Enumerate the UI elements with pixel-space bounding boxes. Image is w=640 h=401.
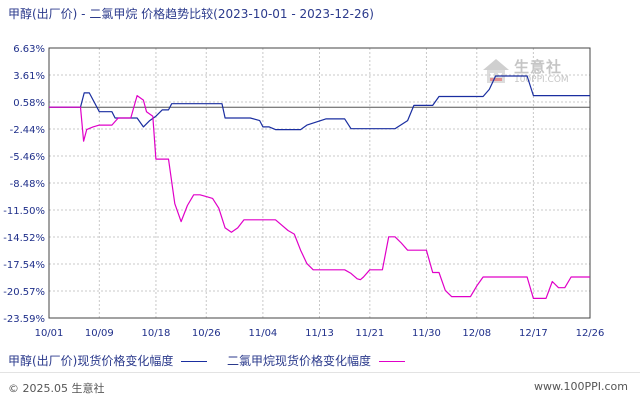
axis-layer [48,47,591,319]
chart-title: 甲醇(出厂价) - 二氯甲烷 价格趋势比较(2023-10-01 - 2023-… [8,7,374,21]
y-tick-label: 0.58% [13,98,45,109]
watermark-text: 生意社 [514,58,563,76]
y-tick-label: -23.59% [3,314,45,325]
y-tick-label: -5.46% [10,152,45,163]
legend-swatch-series1 [181,361,208,362]
x-tick-label: 11/13 [305,328,334,339]
x-tick-label: 10/26 [192,328,221,339]
x-tick-label: 12/17 [519,328,548,339]
footer: © 2025.05 生意社 www.100PPI.com [0,372,640,401]
y-tick-label: -2.44% [10,125,45,136]
x-tick-label: 11/04 [248,328,277,339]
watermark-url: 100PPI.COM [514,75,569,85]
x-tick-label: 12/26 [576,328,605,339]
watermark: 生意社 100PPI.COM [482,56,578,88]
series-line-2 [49,94,590,299]
label-layer: 6.63% 3.61% 0.58% -2.44% -5.46% -8.48% -11.50%… [3,44,604,339]
y-tick-label: -20.57% [3,287,45,298]
legend-label-series1: 甲醇(出厂价)现货价格变化幅度 [8,354,174,368]
y-tick-label: 3.61% [13,71,45,82]
x-tick-label: 10/18 [142,328,171,339]
watermark-house-icon [483,59,509,83]
series-layer [49,75,590,299]
x-tick-label: 10/09 [85,328,114,339]
footer-copyright: © 2025.05 生意社 [8,382,105,395]
grid-layer [49,48,590,318]
y-tick-label: -17.54% [3,260,45,271]
legend: 甲醇(出厂价)现货价格变化幅度 二氯甲烷现货价格变化幅度 [8,352,421,369]
legend-swatch-series2 [378,361,405,362]
legend-item-series1: 甲醇(出厂价)现货价格变化幅度 [8,352,208,369]
legend-label-series2: 二氯甲烷现货价格变化幅度 [227,354,372,368]
x-tick-label: 10/01 [35,328,64,339]
x-tick-label: 11/21 [355,328,384,339]
legend-item-series2: 二氯甲烷现货价格变化幅度 [227,352,405,369]
y-tick-label: -14.52% [3,233,45,244]
x-tick-label: 12/08 [462,328,491,339]
y-tick-label: -11.50% [3,206,45,217]
y-tick-label: 6.63% [13,44,45,55]
footer-site-link[interactable]: www.100PPI.com [534,380,628,393]
y-tick-label: -8.48% [10,179,45,190]
plot-border [48,47,591,319]
x-tick-label: 11/30 [412,328,441,339]
